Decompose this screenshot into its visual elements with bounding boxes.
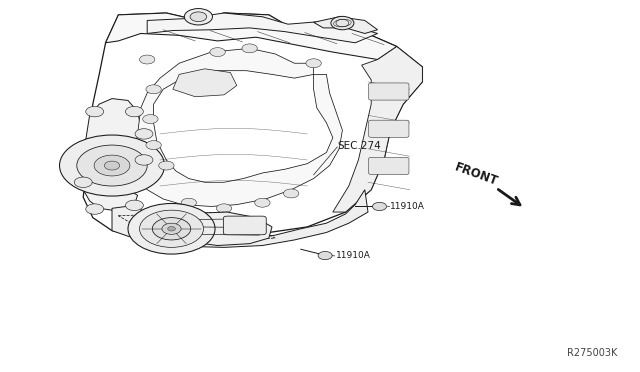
Polygon shape xyxy=(106,13,397,60)
Circle shape xyxy=(159,161,174,170)
Circle shape xyxy=(86,204,104,214)
Circle shape xyxy=(104,161,120,170)
Polygon shape xyxy=(176,212,272,246)
Circle shape xyxy=(77,145,147,186)
Text: FRONT: FRONT xyxy=(453,161,500,189)
Polygon shape xyxy=(333,46,422,212)
Circle shape xyxy=(255,198,270,207)
Circle shape xyxy=(152,218,191,240)
Circle shape xyxy=(372,202,387,211)
Circle shape xyxy=(216,204,232,213)
Polygon shape xyxy=(112,190,368,247)
Circle shape xyxy=(184,9,212,25)
Circle shape xyxy=(125,106,143,117)
Circle shape xyxy=(140,55,155,64)
Circle shape xyxy=(168,227,175,231)
Text: SEC.274: SEC.274 xyxy=(337,141,381,151)
Circle shape xyxy=(331,16,354,30)
FancyBboxPatch shape xyxy=(369,83,409,100)
Polygon shape xyxy=(82,99,141,210)
Circle shape xyxy=(242,44,257,53)
Circle shape xyxy=(306,59,321,68)
Circle shape xyxy=(135,129,153,139)
Polygon shape xyxy=(173,69,237,97)
Circle shape xyxy=(74,177,92,187)
Text: 11910A: 11910A xyxy=(390,202,425,211)
Polygon shape xyxy=(147,13,378,43)
Circle shape xyxy=(190,12,207,22)
Circle shape xyxy=(284,189,299,198)
Circle shape xyxy=(94,155,130,176)
Circle shape xyxy=(181,198,196,207)
Circle shape xyxy=(146,85,161,94)
Circle shape xyxy=(143,115,158,124)
Circle shape xyxy=(86,106,104,117)
Circle shape xyxy=(140,210,204,247)
Text: 11910A: 11910A xyxy=(336,251,371,260)
Circle shape xyxy=(128,203,215,254)
Circle shape xyxy=(146,141,161,150)
Circle shape xyxy=(60,135,164,196)
Polygon shape xyxy=(134,48,342,206)
Polygon shape xyxy=(314,17,378,33)
FancyBboxPatch shape xyxy=(369,157,409,174)
Circle shape xyxy=(135,155,153,165)
Text: R275003K: R275003K xyxy=(567,348,618,358)
Polygon shape xyxy=(83,13,422,240)
Circle shape xyxy=(210,48,225,57)
Circle shape xyxy=(318,251,332,260)
Circle shape xyxy=(162,223,181,234)
FancyBboxPatch shape xyxy=(369,120,409,137)
Circle shape xyxy=(125,200,143,211)
FancyBboxPatch shape xyxy=(223,216,266,235)
